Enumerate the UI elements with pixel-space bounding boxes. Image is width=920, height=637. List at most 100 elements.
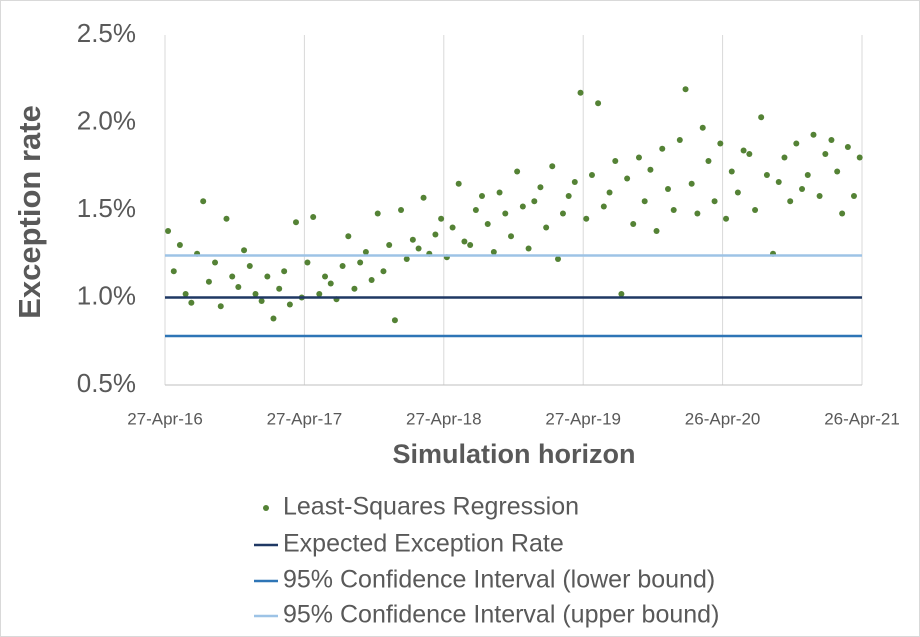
data-point (478, 193, 485, 199)
data-point (449, 224, 456, 231)
y-tick-label: 2.5% (77, 18, 136, 48)
data-point (380, 268, 387, 275)
data-point (752, 207, 759, 213)
data-point (816, 193, 823, 199)
data-point (630, 221, 637, 227)
data-point (212, 259, 219, 266)
data-point (688, 180, 695, 187)
data-point (165, 228, 172, 234)
x-tick-label: 27-Apr-17 (267, 409, 343, 428)
data-point (432, 231, 439, 238)
data-point (559, 210, 566, 217)
data-point (217, 303, 224, 310)
data-point (403, 256, 410, 262)
data-point (176, 242, 183, 248)
data-point (316, 291, 323, 297)
data-point (304, 259, 311, 266)
data-point (398, 207, 405, 213)
data-point (758, 114, 765, 121)
data-point (496, 189, 503, 196)
data-point (391, 317, 398, 324)
data-point (775, 179, 782, 185)
data-point (537, 184, 544, 191)
legend-label: 95% Confidence Interval (upper bound) (283, 601, 719, 629)
data-point (647, 166, 654, 173)
data-point (310, 214, 317, 220)
data-point (514, 168, 521, 175)
data-point (856, 154, 863, 161)
data-point (694, 210, 701, 217)
data-point (641, 198, 648, 205)
data-point (490, 249, 497, 255)
data-point (600, 203, 607, 210)
data-point (264, 273, 271, 280)
data-point (525, 245, 532, 252)
data-point (467, 242, 474, 248)
data-point (723, 215, 730, 222)
data-point (357, 259, 364, 266)
data-point (850, 193, 857, 199)
data-point (549, 163, 556, 170)
data-point (571, 179, 578, 185)
data-point (822, 151, 829, 157)
x-tick-label: 27-Apr-19 (545, 409, 621, 428)
data-point (170, 268, 177, 275)
data-point (787, 198, 794, 205)
data-point (799, 186, 806, 192)
data-point (246, 263, 253, 269)
legend-marker (263, 505, 269, 511)
data-point (374, 210, 381, 217)
legend-label: Least-Squares Regression (283, 493, 579, 521)
data-point (793, 140, 800, 147)
data-point (728, 168, 735, 175)
data-point (543, 224, 550, 231)
data-point (386, 242, 393, 248)
data-point (588, 172, 595, 178)
data-point (415, 245, 422, 252)
data-point (804, 172, 811, 178)
data-point (292, 219, 299, 226)
data-point (746, 151, 753, 157)
data-point (664, 186, 671, 192)
data-point (502, 210, 509, 217)
y-axis-label: Exception rate (12, 105, 47, 319)
x-tick-label: 26-Apr-20 (685, 409, 761, 428)
data-point (612, 158, 619, 164)
x-tick-label: 27-Apr-16 (127, 409, 203, 428)
data-point (624, 175, 631, 182)
data-point (455, 180, 462, 187)
data-point (281, 268, 288, 275)
data-point (270, 315, 277, 322)
data-point (583, 215, 590, 222)
y-tick-label: 1.0% (77, 280, 136, 310)
data-point (223, 215, 230, 222)
legend-label: Expected Exception Rate (283, 530, 564, 558)
data-point (286, 301, 293, 308)
data-point (717, 140, 724, 147)
data-point (734, 189, 741, 196)
x-tick-label: 26-Apr-21 (824, 409, 900, 428)
data-point (252, 291, 259, 297)
data-point (461, 238, 468, 245)
data-point (258, 298, 265, 304)
data-point (484, 221, 491, 227)
data-point (606, 189, 613, 196)
y-tick-label: 0.5% (77, 368, 136, 398)
data-point (327, 280, 334, 287)
data-point (705, 158, 712, 164)
data-point (322, 273, 329, 280)
data-point (276, 285, 283, 292)
data-point (763, 172, 770, 178)
data-point (368, 277, 375, 283)
data-point (339, 263, 346, 269)
data-point (472, 207, 479, 213)
data-point (188, 299, 195, 306)
data-point (682, 86, 689, 93)
data-point (810, 131, 817, 138)
data-point (839, 210, 846, 217)
data-point (345, 233, 352, 240)
data-point (182, 291, 189, 297)
data-point (519, 203, 526, 210)
data-point (362, 249, 369, 255)
x-tick-label: 27-Apr-18 (406, 409, 482, 428)
